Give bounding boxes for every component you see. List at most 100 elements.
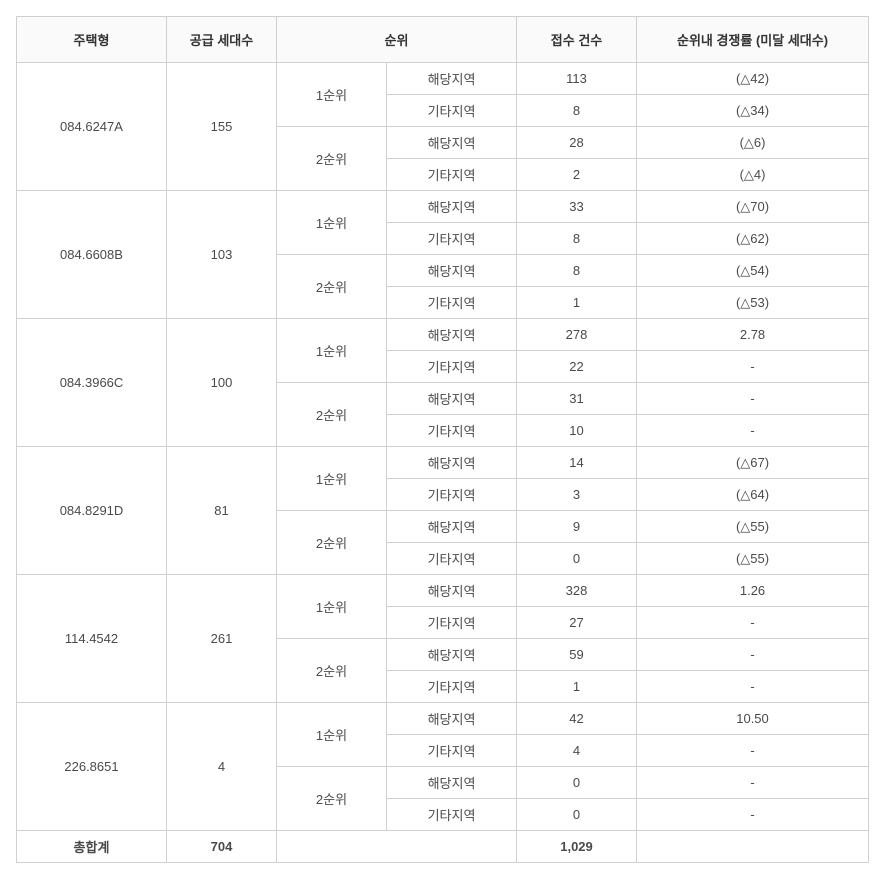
cell-ratio: (△54)	[637, 255, 869, 287]
cell-count: 14	[517, 447, 637, 479]
cell-ratio: -	[637, 639, 869, 671]
total-label: 총합계	[17, 831, 167, 863]
housing-competition-table: 주택형 공급 세대수 순위 접수 건수 순위내 경쟁률 (미달 세대수) 084…	[16, 16, 869, 863]
cell-ratio: (△6)	[637, 127, 869, 159]
cell-count: 2	[517, 159, 637, 191]
cell-rank: 2순위	[277, 511, 387, 575]
cell-rank: 2순위	[277, 383, 387, 447]
header-count: 접수 건수	[517, 17, 637, 63]
cell-count: 278	[517, 319, 637, 351]
cell-count: 8	[517, 223, 637, 255]
table-row: 084.6247A1551순위해당지역113(△42)	[17, 63, 869, 95]
cell-rank: 1순위	[277, 447, 387, 511]
cell-count: 9	[517, 511, 637, 543]
cell-rank: 1순위	[277, 63, 387, 127]
cell-rank: 1순위	[277, 703, 387, 767]
total-count: 1,029	[517, 831, 637, 863]
cell-ratio: (△55)	[637, 543, 869, 575]
cell-ratio: (△4)	[637, 159, 869, 191]
cell-ratio: -	[637, 351, 869, 383]
cell-area: 기타지역	[387, 543, 517, 575]
cell-ratio: 10.50	[637, 703, 869, 735]
cell-type: 084.6247A	[17, 63, 167, 191]
cell-rank: 2순위	[277, 639, 387, 703]
cell-ratio: (△34)	[637, 95, 869, 127]
cell-area: 기타지역	[387, 479, 517, 511]
cell-ratio: 2.78	[637, 319, 869, 351]
cell-count: 3	[517, 479, 637, 511]
cell-area: 기타지역	[387, 735, 517, 767]
header-ratio: 순위내 경쟁률 (미달 세대수)	[637, 17, 869, 63]
cell-area: 기타지역	[387, 351, 517, 383]
cell-ratio: (△55)	[637, 511, 869, 543]
cell-area: 해당지역	[387, 447, 517, 479]
table-row: 084.6608B1031순위해당지역33(△70)	[17, 191, 869, 223]
cell-count: 22	[517, 351, 637, 383]
cell-ratio: (△67)	[637, 447, 869, 479]
cell-ratio: (△62)	[637, 223, 869, 255]
cell-area: 기타지역	[387, 223, 517, 255]
cell-ratio: -	[637, 767, 869, 799]
cell-area: 해당지역	[387, 63, 517, 95]
cell-type: 226.8651	[17, 703, 167, 831]
cell-count: 1	[517, 287, 637, 319]
total-empty	[637, 831, 869, 863]
cell-ratio: -	[637, 383, 869, 415]
total-empty	[277, 831, 517, 863]
cell-count: 113	[517, 63, 637, 95]
cell-area: 해당지역	[387, 703, 517, 735]
cell-count: 0	[517, 767, 637, 799]
cell-rank: 2순위	[277, 255, 387, 319]
table-row: 084.8291D811순위해당지역14(△67)	[17, 447, 869, 479]
cell-area: 해당지역	[387, 639, 517, 671]
cell-count: 59	[517, 639, 637, 671]
cell-supply: 100	[167, 319, 277, 447]
header-supply: 공급 세대수	[167, 17, 277, 63]
cell-area: 해당지역	[387, 127, 517, 159]
cell-count: 328	[517, 575, 637, 607]
cell-area: 해당지역	[387, 511, 517, 543]
cell-type: 084.6608B	[17, 191, 167, 319]
cell-rank: 2순위	[277, 127, 387, 191]
cell-count: 0	[517, 543, 637, 575]
cell-area: 해당지역	[387, 255, 517, 287]
header-row: 주택형 공급 세대수 순위 접수 건수 순위내 경쟁률 (미달 세대수)	[17, 17, 869, 63]
cell-type: 114.4542	[17, 575, 167, 703]
cell-ratio: -	[637, 607, 869, 639]
cell-count: 0	[517, 799, 637, 831]
header-rank: 순위	[277, 17, 517, 63]
cell-rank: 1순위	[277, 191, 387, 255]
cell-ratio: (△42)	[637, 63, 869, 95]
cell-count: 31	[517, 383, 637, 415]
cell-count: 42	[517, 703, 637, 735]
cell-supply: 261	[167, 575, 277, 703]
cell-rank: 2순위	[277, 767, 387, 831]
cell-area: 해당지역	[387, 383, 517, 415]
cell-count: 33	[517, 191, 637, 223]
cell-supply: 81	[167, 447, 277, 575]
cell-ratio: -	[637, 671, 869, 703]
table-row: 226.865141순위해당지역4210.50	[17, 703, 869, 735]
cell-ratio: (△53)	[637, 287, 869, 319]
total-supply: 704	[167, 831, 277, 863]
cell-area: 기타지역	[387, 607, 517, 639]
cell-count: 1	[517, 671, 637, 703]
cell-count: 8	[517, 255, 637, 287]
cell-area: 해당지역	[387, 319, 517, 351]
cell-rank: 1순위	[277, 575, 387, 639]
cell-count: 10	[517, 415, 637, 447]
cell-count: 28	[517, 127, 637, 159]
cell-ratio: (△70)	[637, 191, 869, 223]
cell-ratio: 1.26	[637, 575, 869, 607]
cell-supply: 155	[167, 63, 277, 191]
cell-type: 084.8291D	[17, 447, 167, 575]
cell-area: 기타지역	[387, 95, 517, 127]
table-row: 084.3966C1001순위해당지역2782.78	[17, 319, 869, 351]
cell-count: 27	[517, 607, 637, 639]
cell-type: 084.3966C	[17, 319, 167, 447]
cell-area: 기타지역	[387, 287, 517, 319]
cell-ratio: -	[637, 735, 869, 767]
cell-ratio: (△64)	[637, 479, 869, 511]
cell-count: 8	[517, 95, 637, 127]
cell-area: 해당지역	[387, 575, 517, 607]
